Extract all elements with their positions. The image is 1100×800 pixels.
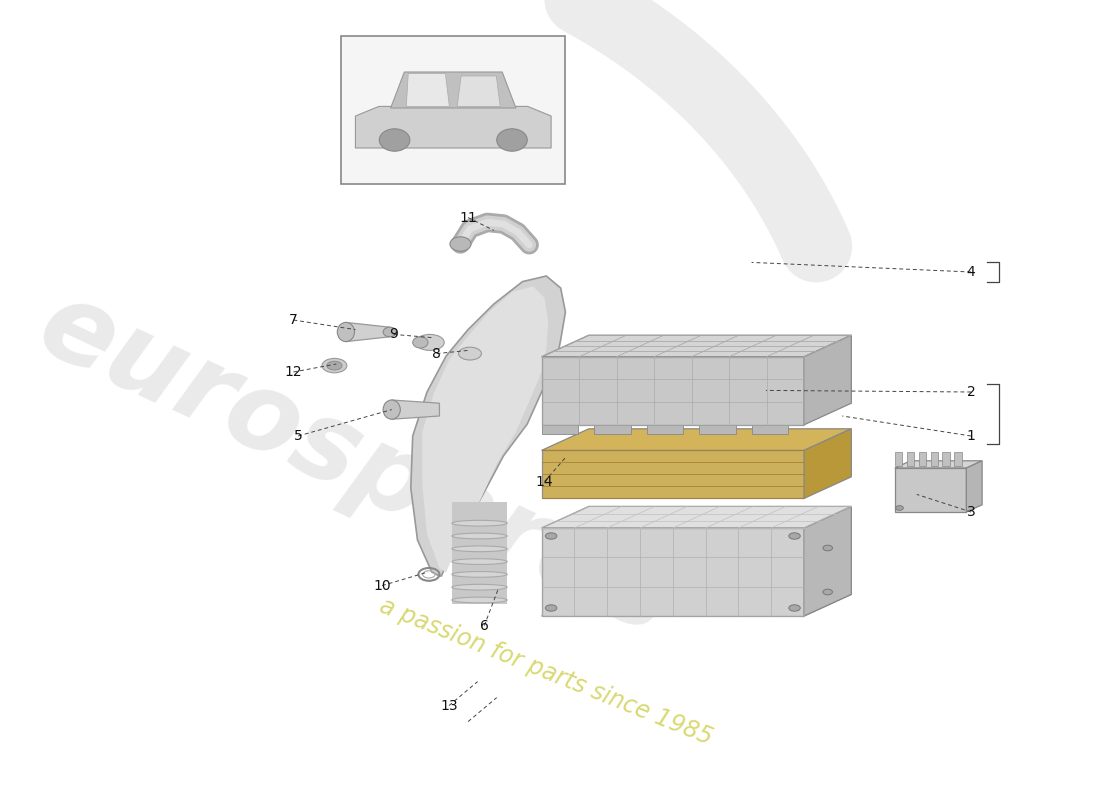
Ellipse shape [546, 605, 557, 611]
Polygon shape [894, 468, 967, 512]
Text: a passion for parts since 1985: a passion for parts since 1985 [376, 594, 716, 750]
Polygon shape [410, 276, 565, 576]
Ellipse shape [379, 129, 410, 151]
Ellipse shape [327, 362, 342, 370]
Ellipse shape [823, 589, 833, 595]
Polygon shape [751, 425, 789, 434]
Polygon shape [967, 461, 982, 512]
Ellipse shape [452, 558, 507, 565]
Polygon shape [894, 452, 902, 466]
Polygon shape [541, 425, 579, 434]
Ellipse shape [416, 334, 444, 350]
Text: 10: 10 [373, 578, 390, 593]
Polygon shape [406, 74, 450, 106]
Polygon shape [390, 72, 516, 108]
Ellipse shape [546, 533, 557, 539]
Ellipse shape [383, 327, 396, 337]
Ellipse shape [452, 584, 507, 590]
Polygon shape [700, 425, 736, 434]
Text: 3: 3 [967, 505, 976, 519]
Text: 11: 11 [459, 210, 477, 225]
Ellipse shape [452, 597, 507, 603]
Ellipse shape [450, 237, 471, 251]
Polygon shape [392, 400, 439, 419]
Text: 5: 5 [294, 429, 302, 443]
Text: 9: 9 [389, 327, 398, 342]
Ellipse shape [338, 322, 354, 342]
Ellipse shape [452, 571, 507, 578]
Polygon shape [541, 335, 851, 357]
Polygon shape [541, 450, 804, 498]
Polygon shape [458, 76, 500, 106]
Polygon shape [541, 506, 851, 528]
Polygon shape [906, 452, 914, 466]
Ellipse shape [383, 400, 400, 419]
Text: 12: 12 [285, 365, 303, 379]
Bar [341, 36, 565, 184]
Polygon shape [804, 335, 851, 425]
Ellipse shape [412, 337, 428, 348]
Polygon shape [541, 594, 851, 616]
Polygon shape [345, 322, 389, 342]
Polygon shape [918, 452, 926, 466]
Text: 2: 2 [967, 385, 976, 399]
Polygon shape [804, 506, 851, 616]
Polygon shape [355, 106, 551, 148]
Polygon shape [804, 429, 851, 498]
Polygon shape [955, 452, 961, 466]
Ellipse shape [789, 605, 801, 611]
Text: 13: 13 [440, 698, 458, 713]
Text: 8: 8 [432, 346, 441, 361]
Ellipse shape [895, 506, 903, 510]
Polygon shape [541, 357, 804, 425]
Polygon shape [943, 452, 949, 466]
Polygon shape [422, 286, 548, 572]
Polygon shape [594, 425, 630, 434]
Ellipse shape [789, 533, 801, 539]
Polygon shape [931, 452, 937, 466]
Text: 14: 14 [536, 474, 553, 489]
Ellipse shape [823, 546, 833, 550]
Polygon shape [647, 425, 683, 434]
Ellipse shape [459, 347, 482, 360]
Ellipse shape [452, 546, 507, 552]
Bar [452, 502, 507, 604]
Ellipse shape [322, 358, 346, 373]
Text: 7: 7 [289, 313, 298, 327]
Ellipse shape [452, 520, 507, 526]
Text: 6: 6 [480, 618, 488, 633]
Polygon shape [541, 429, 851, 450]
Ellipse shape [452, 533, 507, 539]
Polygon shape [541, 528, 804, 616]
Text: eurospares: eurospares [22, 271, 689, 657]
Ellipse shape [497, 129, 527, 151]
Polygon shape [894, 461, 982, 468]
Text: 4: 4 [967, 265, 976, 279]
Text: 1: 1 [967, 429, 976, 443]
